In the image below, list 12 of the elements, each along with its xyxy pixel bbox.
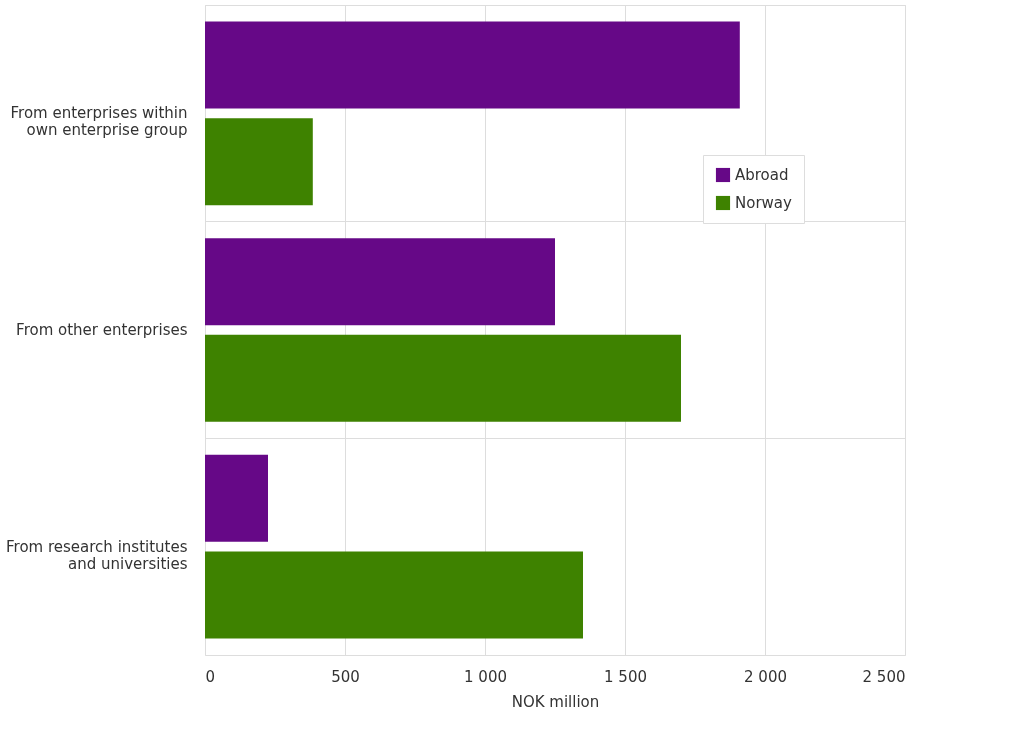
legend-label: Abroad	[735, 166, 789, 184]
x-tick-label: 1 000	[464, 667, 507, 686]
x-tick-label: 2 500	[862, 667, 906, 686]
x-axis-title: NOK million	[511, 692, 600, 711]
x-tick-label: 2 000	[744, 667, 787, 686]
x-tick-label: 500	[331, 667, 360, 686]
y-tick-label: From research institutes and universities	[6, 537, 188, 573]
legend-label: Norway	[735, 194, 793, 212]
x-tick-label: 0	[205, 667, 216, 686]
x-tick-label: 1 500	[604, 667, 647, 686]
y-tick-label: From other enterprises	[16, 321, 188, 339]
y-tick-label: From enterprises within own enterprise group	[10, 104, 188, 140]
